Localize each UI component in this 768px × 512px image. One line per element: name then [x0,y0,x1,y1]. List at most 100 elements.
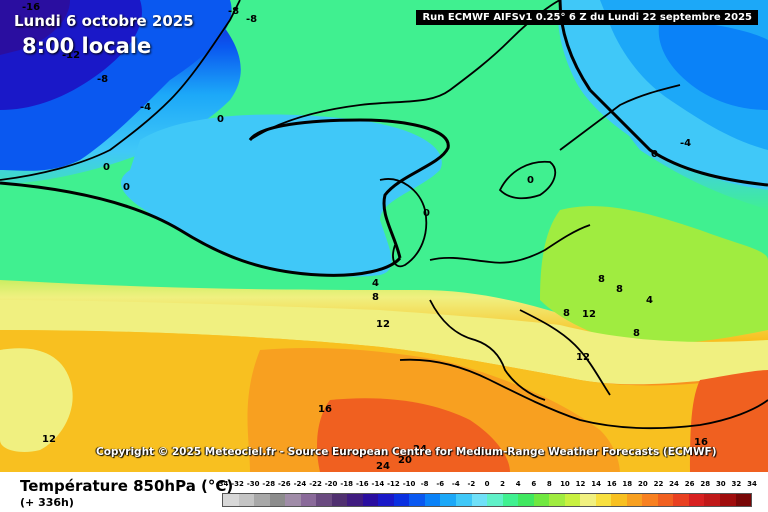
color-scale-swatch [549,494,565,506]
legend-footer: Température 850hPa (°C) (+ 336h) -34 -32-… [0,472,768,512]
zone-coldest-northeast [658,20,768,110]
zone-paleyellow-atlantic [0,348,73,452]
color-scale-swatch [285,494,301,506]
color-scale-swatch [424,494,441,506]
iso-label: 0 [123,182,130,193]
color-scale-label: -10 [402,480,416,488]
iso-label: -16 [22,2,40,13]
iso-label: 12 [582,309,596,320]
color-scale-swatch [720,494,736,506]
zone-lime-europe [540,206,768,345]
color-scale-label: 24 [669,480,679,488]
color-scale-swatch [688,494,705,506]
color-scale-label: 16 [606,480,617,488]
iso-label: 12 [376,319,390,330]
iso-label: 8 [616,284,623,295]
iso-label: 0 [651,149,658,160]
color-scale-label: -20 [324,480,338,488]
color-scale-label: -30 [246,480,260,488]
iso-label: 0 [103,162,110,173]
color-scale-label: -34 [215,480,229,488]
color-scale-swatch [378,494,394,506]
iso-label: -4 [680,138,691,149]
color-scale-swatch [471,494,488,506]
color-scale-label: -6 [436,480,445,488]
iso-label: 8 [633,328,640,339]
zone-red-east [690,370,768,472]
variable-title: Température 850hPa (°C) [20,477,234,495]
color-scale-swatch [502,494,519,506]
color-scale-label: 14 [591,480,601,488]
color-scale-swatch [533,494,550,506]
color-scale-swatch [704,494,720,506]
lead-time: (+ 336h) [20,496,74,509]
color-scale-label: 18 [622,480,633,488]
iso-label: 0 [527,175,534,186]
iso-label: 8 [598,274,605,285]
color-scale-swatch [238,494,255,506]
color-scale-label: -12 [387,480,400,488]
color-scale-swatch [440,494,456,506]
zero-isotherms [0,0,768,277]
color-scale-label: 8 [546,480,552,488]
iso-label: -8 [246,14,257,25]
color-scale-swatch [409,494,425,506]
color-scale: -34 -32 -30 -28 -26 -24 -22 -20 -18 -16 -14 -12 -10-… [216,480,757,510]
color-scale-label: 30 [715,480,726,488]
color-scale-swatches [222,493,752,507]
zone-cyan-atlantic [120,114,442,277]
color-scale-swatch [657,494,674,506]
color-scale-label: -24 [293,480,307,488]
color-scale-swatch [254,494,270,506]
color-scale-labels: -34 -32 -30 -28 -26 -24 -22 -20 -18 -16 -14 -12 -10-… [216,480,757,491]
color-scale-swatch [611,494,627,506]
iso-label: 12 [576,352,590,363]
copyright-text: Copyright © 2025 Meteociel.fr - Source E… [96,446,717,458]
iso-label: -8 [97,74,108,85]
color-scale-swatch [223,494,239,506]
color-scale-swatch [300,494,317,506]
color-scale-swatch [580,494,596,506]
color-scale-label: -26 [278,480,291,488]
iso-label: 0 [217,114,224,125]
iso-label: -4 [140,102,151,113]
iso-label: 20 [398,455,412,466]
color-scale-label: -16 [355,480,369,488]
color-scale-swatch [626,494,643,506]
color-scale-swatch [269,494,286,506]
color-scale-swatch [673,494,689,506]
color-scale-label: 6 [531,480,537,488]
model-run-info: Run ECMWF AIFSv1 0.25° 6 Z du Lundi 22 s… [416,10,758,25]
color-scale-label: -22 [309,480,322,488]
color-scale-swatch [735,494,752,506]
color-scale-swatch [564,494,581,506]
iso-label: 8 [563,308,570,319]
zone-yellow-band [0,300,768,385]
iso-label: 24 [413,444,427,455]
color-scale-swatch [362,494,379,506]
color-scale-label: -28 [262,480,276,488]
color-scale-label: 4 [515,480,521,488]
color-scale-label: 22 [653,480,664,488]
color-scale-swatch [518,494,534,506]
color-scale-label: 0 [484,480,490,488]
color-scale-label: 28 [700,480,711,488]
iso-label: -12 [62,50,80,61]
color-scale-swatch [347,494,363,506]
color-scale-label: -4 [451,480,460,488]
iso-label: 16 [694,437,708,448]
color-scale-label: 2 [500,480,506,488]
color-scale-label: 20 [638,480,648,488]
color-scale-label: 32 [731,480,742,488]
iso-label: -8 [228,6,239,17]
color-scale-label: -32 [231,480,244,488]
color-scale-swatch [595,494,612,506]
iso-label: 0 [423,208,430,219]
color-scale-swatch [393,494,410,506]
color-scale-label: -2 [467,480,476,488]
color-scale-swatch [487,494,503,506]
color-scale-swatch [331,494,348,506]
forecast-date: Lundi 6 octobre 2025 [14,12,194,30]
color-scale-swatch [642,494,658,506]
